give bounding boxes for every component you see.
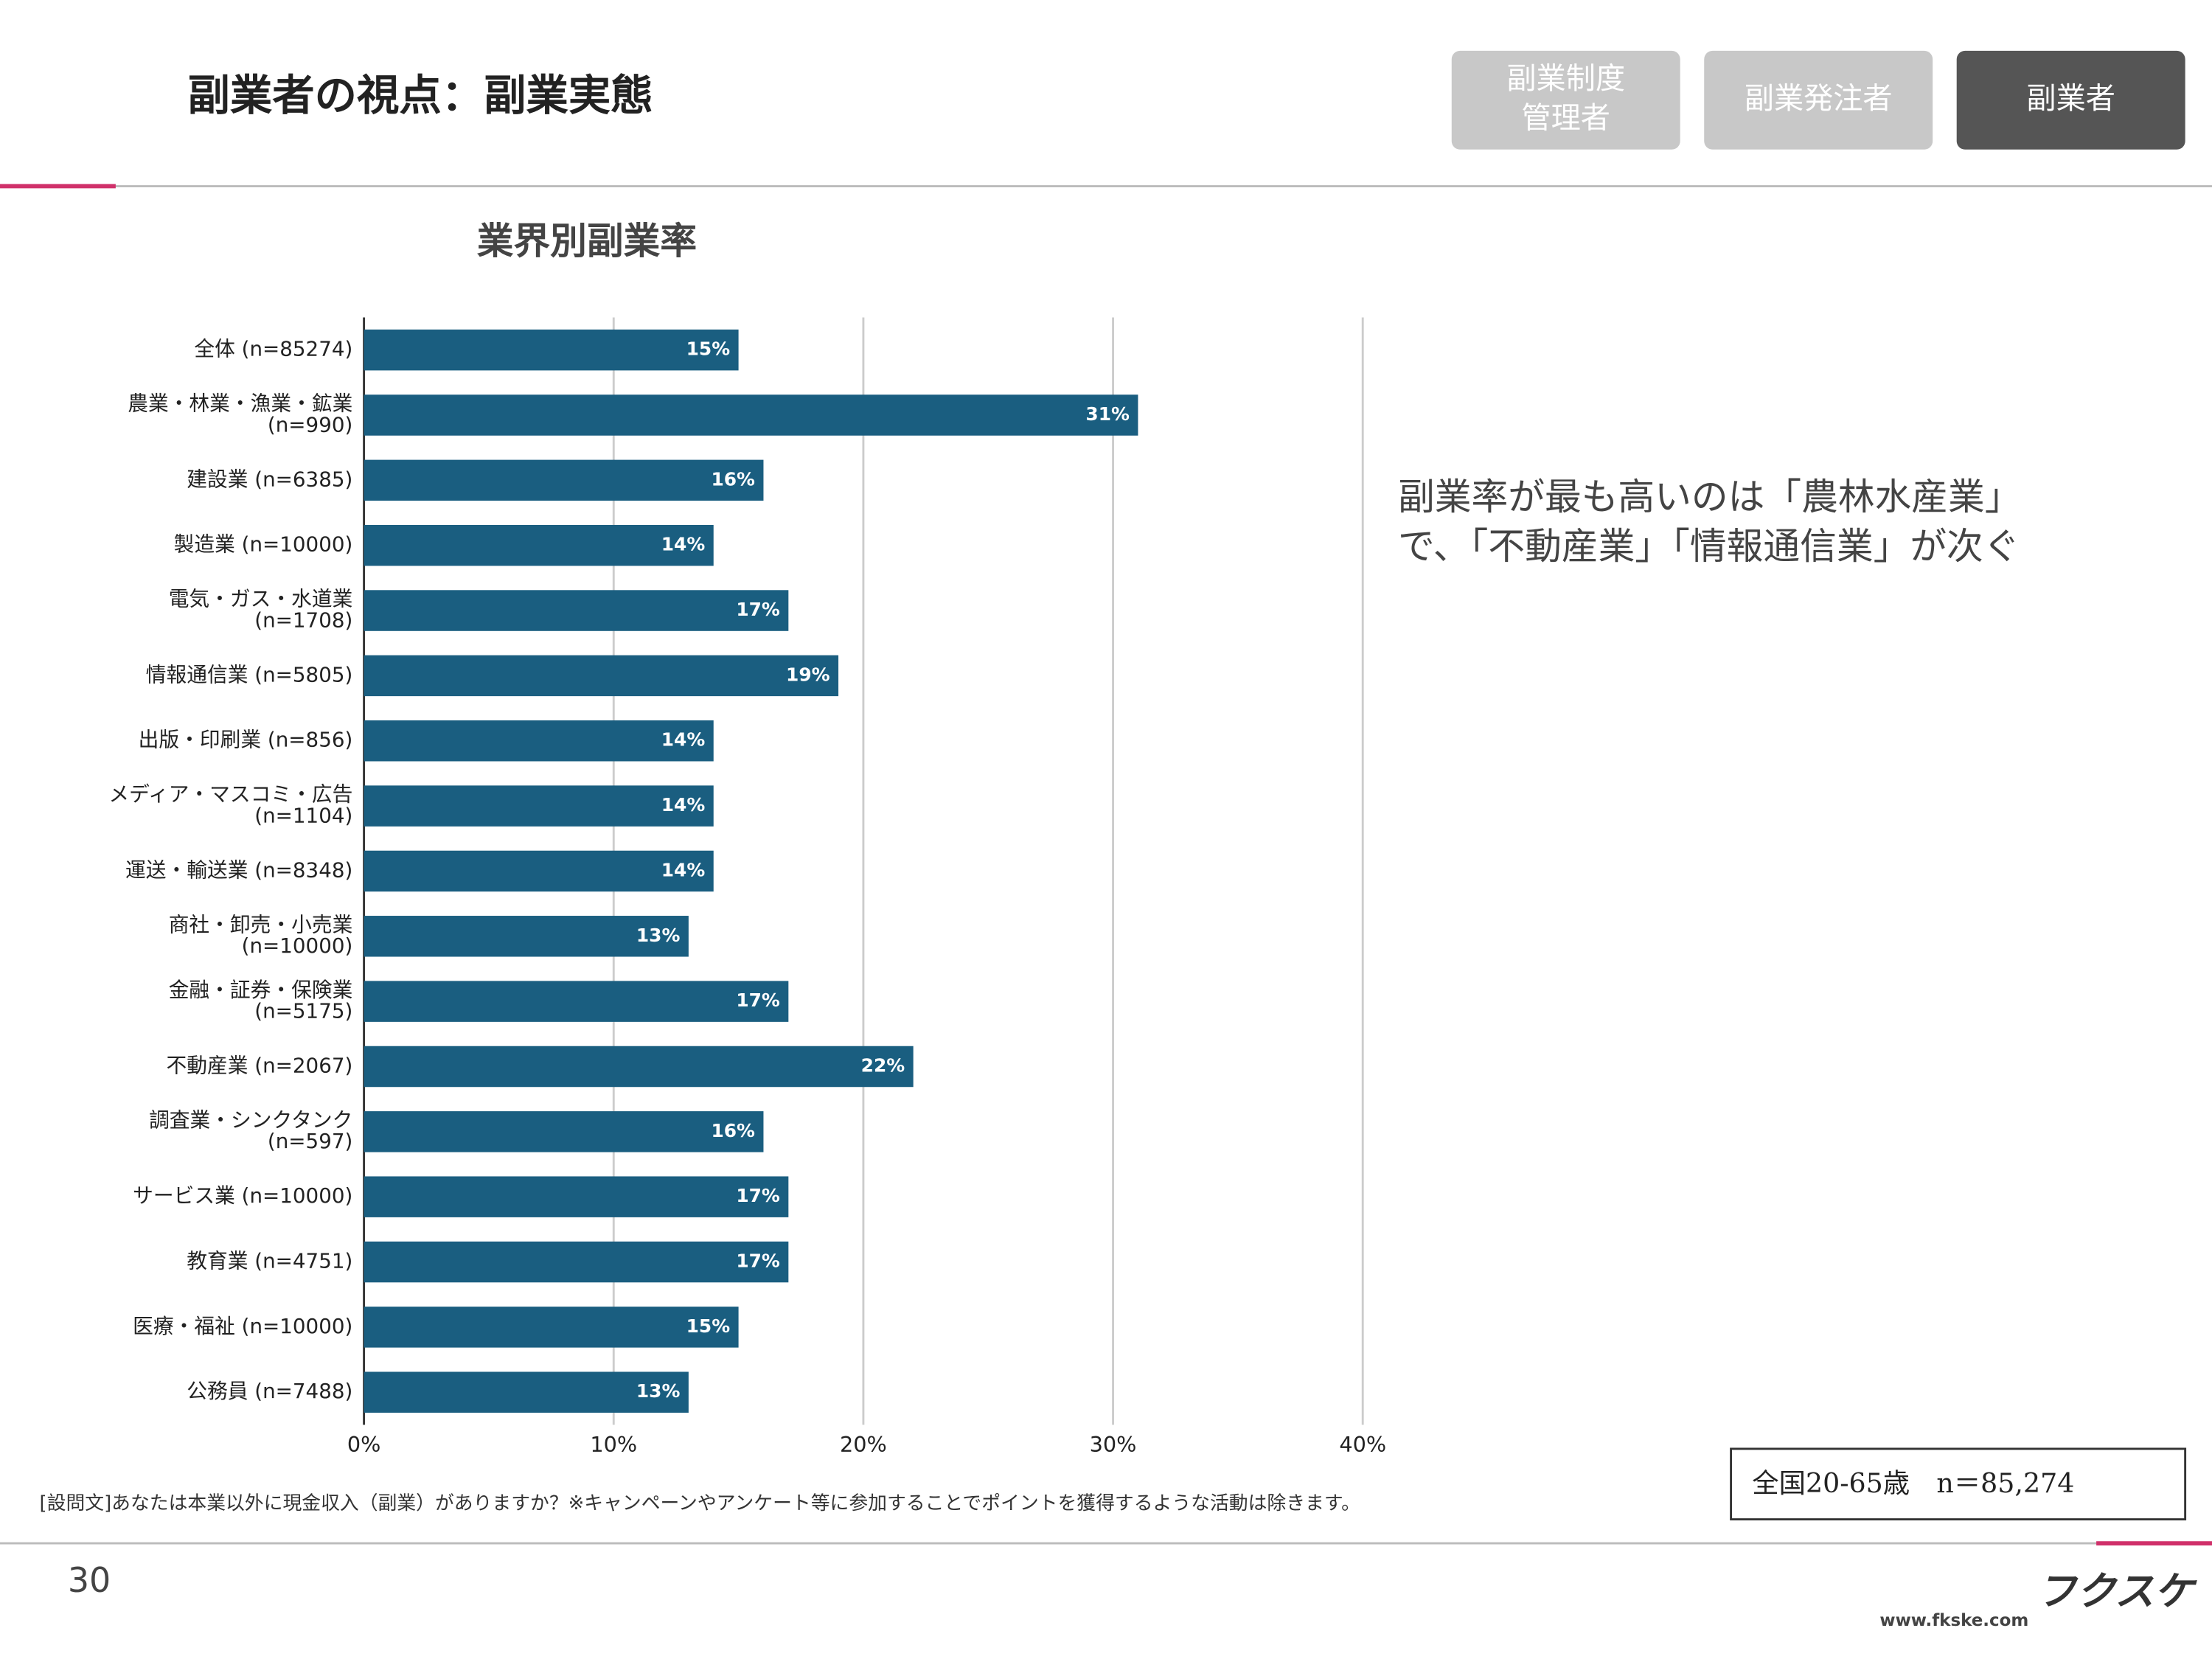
x-tick-label: 20% <box>840 1432 887 1457</box>
data-label: 22% <box>861 1054 905 1076</box>
tab-label[interactable]: 副業制度管理者 <box>1506 62 1625 136</box>
bar <box>364 394 1138 436</box>
bar <box>364 329 739 371</box>
data-label: 13% <box>636 925 681 946</box>
data-label: 15% <box>686 1315 731 1337</box>
y-tick-label: 金融・証券・保険業(n=5175) <box>169 978 353 1023</box>
bar <box>364 524 714 566</box>
bar <box>364 850 714 892</box>
y-tick-label: 建設業 (n=6385) <box>187 467 352 491</box>
bar <box>364 720 714 762</box>
sample: 全国20-65歳 n＝85,274 <box>1752 1467 2074 1499</box>
plot: 0% 10% 20% 30% 40% 全体 (n=85274) 15% 農業・林業・漁業・鉱業… <box>108 317 1386 1457</box>
x-tick-label: 30% <box>1090 1432 1137 1457</box>
chart-title: 業界別副業率 <box>477 219 697 262</box>
data-label: 16% <box>711 468 755 490</box>
page-number: 30 <box>68 1560 111 1600</box>
sample-box <box>1730 1447 2187 1521</box>
url: www.fkske.com <box>1879 1611 2028 1630</box>
data-label: 19% <box>786 664 830 685</box>
y-tick-label: 電気・ガス・水道業(n=1708) <box>169 587 353 633</box>
y-tick-label: 出版・印刷業 (n=856) <box>139 728 353 752</box>
tab-label[interactable]: 副業発注者 <box>1745 82 1893 116</box>
data-label: 15% <box>686 338 731 360</box>
y-tick-label: 情報通信業 (n=5805) <box>146 662 353 686</box>
data-label: 17% <box>736 1251 780 1272</box>
bar <box>364 1307 739 1348</box>
comment: 副業率が最も高いのは「農林水産業」で、「不動産業」「情報通信業」が次ぐ <box>1398 476 2021 568</box>
x-tick-label: 10% <box>590 1432 637 1457</box>
data-label: 17% <box>736 599 780 620</box>
note: [設問文]あなたは本業以外に現金収入（副業）がありますか？※キャンペーンやアンケ… <box>40 1492 1360 1514</box>
x-tick-label: 0% <box>347 1432 381 1457</box>
bar <box>364 1371 689 1413</box>
y-tick-label: 全体 (n=85274) <box>194 337 352 361</box>
logo: フクスケ <box>2037 1568 2197 1615</box>
y-tick-label: メディア・マスコミ・広告(n=1104) <box>108 782 352 828</box>
data-label: 17% <box>736 990 780 1011</box>
y-tick-label: 運送・輸送業 (n=8348) <box>125 858 352 882</box>
page-title: 副業者の視点：副業実態 <box>187 70 653 120</box>
y-tick-label: 農業・林業・漁業・鉱業(n=990) <box>128 392 352 437</box>
tab[interactable] <box>1704 50 1933 150</box>
y-tick-label: 調査業・シンクタンク(n=597) <box>149 1107 352 1153</box>
bar <box>364 1241 789 1283</box>
data-label: 14% <box>661 534 706 555</box>
data-label: 31% <box>1085 403 1130 425</box>
y-tick-label: 医療・福祉 (n=10000) <box>133 1314 352 1338</box>
bar <box>364 1111 764 1152</box>
y-tick-label: 教育業 (n=4751) <box>187 1249 352 1273</box>
data-label: 13% <box>636 1380 681 1402</box>
y-tick-label: サービス業 (n=10000) <box>133 1183 352 1208</box>
bar <box>364 785 714 827</box>
y-tick-label: 製造業 (n=10000) <box>174 532 353 557</box>
bar <box>364 655 839 697</box>
y-tick-label: 商社・卸売・小売業(n=10000) <box>169 912 353 958</box>
data-label: 14% <box>661 729 706 751</box>
y-tick-label: 不動産業 (n=2067) <box>167 1053 353 1077</box>
data-label: 14% <box>661 794 706 815</box>
bar <box>364 916 689 957</box>
bar <box>364 1046 914 1088</box>
bar <box>364 459 764 501</box>
x-tick-label: 40% <box>1339 1432 1386 1457</box>
data-label: 17% <box>736 1185 780 1206</box>
data-label: 14% <box>661 859 706 880</box>
y-tick-label: 公務員 (n=7488) <box>187 1379 352 1403</box>
bar <box>364 1176 789 1217</box>
tab-active[interactable] <box>1956 50 2185 150</box>
data-label: 16% <box>711 1120 755 1141</box>
tab[interactable] <box>1451 50 1680 150</box>
bar <box>364 590 789 631</box>
bar <box>364 981 789 1022</box>
tab-label[interactable]: 副業者 <box>2026 82 2115 116</box>
